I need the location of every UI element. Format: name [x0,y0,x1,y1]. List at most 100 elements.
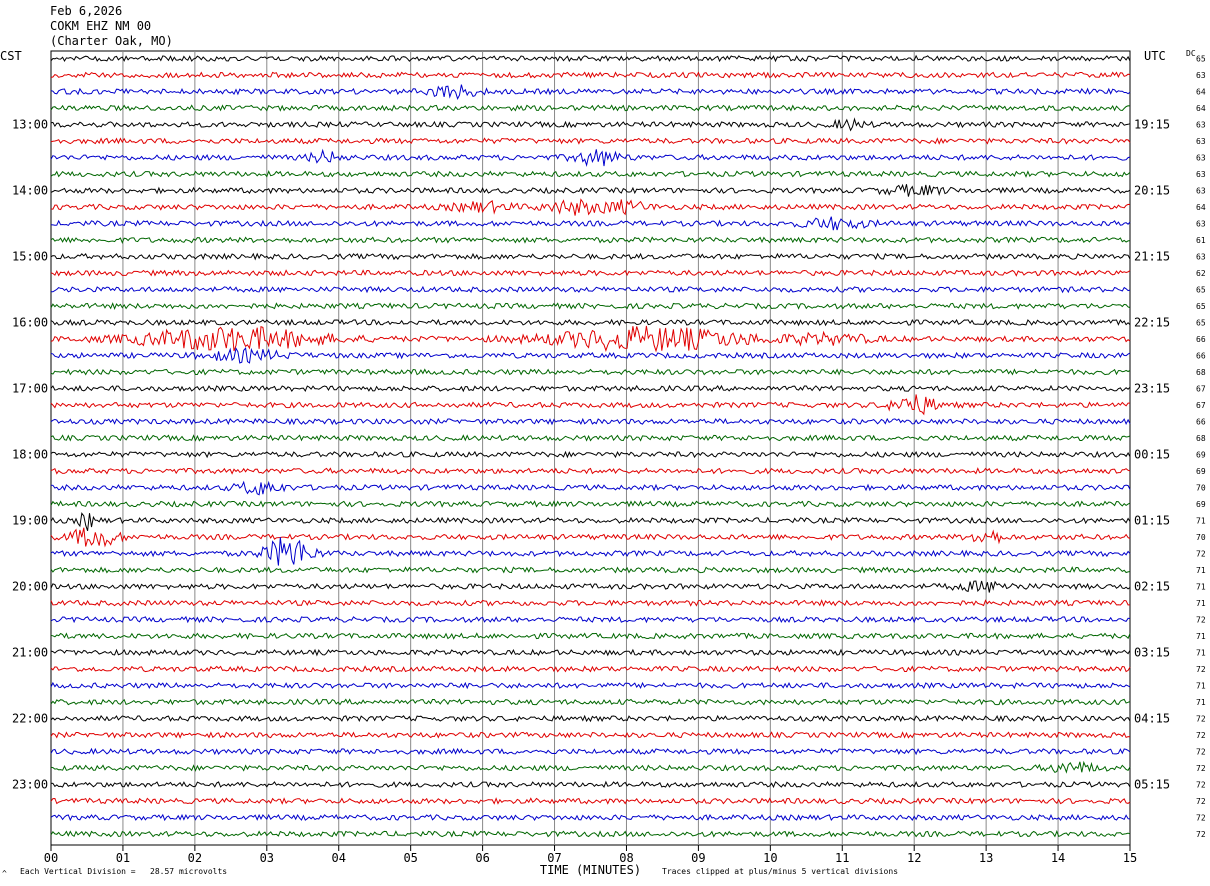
trace-row [50,648,1131,657]
dc-offset-value: 71 [1196,632,1206,641]
right-hour-label: 01:15 [1134,514,1170,528]
dc-offset-value: 72 [1196,616,1206,625]
right-hour-label: 21:15 [1134,250,1170,264]
dc-offset-value: 68 [1196,368,1206,377]
trace-row [50,148,1131,167]
trace-row [50,325,1131,353]
dc-offset-value: 63 [1196,170,1206,179]
left-hour-label: 14:00 [12,184,48,198]
dc-offset-value: 69 [1196,500,1206,509]
x-tick-label: 05 [403,851,417,865]
dc-offset-value: 66 [1196,352,1206,361]
dc-offset-value: 61 [1196,236,1206,245]
trace-row [50,434,1131,442]
dc-offset-value: 68 [1196,434,1206,443]
dc-offset-value: 65 [1196,55,1206,64]
dc-offset-value: 64 [1196,104,1206,113]
trace-row [50,170,1131,178]
right-hour-label: 03:15 [1134,646,1170,660]
plot-date: Feb 6,2026 [50,4,123,18]
trace-row [50,566,1131,574]
trace-row [50,71,1131,79]
dc-offset-value: 72 [1196,731,1206,740]
x-axis-label: TIME (MINUTES) [540,863,641,877]
left-hour-label: 22:00 [12,712,48,726]
right-hour-label: 02:15 [1134,580,1170,594]
trace-row [50,302,1131,310]
dc-offset-value: 72 [1196,748,1206,757]
dc-offset-value: 69 [1196,451,1206,460]
x-tick-label: 04 [332,851,346,865]
dc-offset-value: 66 [1196,418,1206,427]
dc-offset-value: 62 [1196,269,1206,278]
plot-frame [50,50,1131,846]
dc-offset-value: 70 [1196,533,1206,542]
station-code: COKM EHZ NM 00 [50,19,152,33]
dc-offset-value: 72 [1196,764,1206,773]
left-hour-label: 17:00 [12,382,48,396]
x-tick-label: 08 [619,851,633,865]
trace-row [50,467,1131,475]
trace-row [50,698,1131,706]
trace-row [50,599,1131,607]
trace-row [50,318,1131,327]
x-tick-label: 02 [188,851,202,865]
trace-row [50,269,1131,277]
dc-offset-value: 72 [1196,550,1206,559]
trace-row [50,252,1131,261]
trace-row [50,615,1131,624]
trace-row [50,117,1131,132]
dc-offset-value: 64 [1196,203,1206,212]
dc-offset-header: DC [1186,49,1196,58]
x-tick-label: 13 [979,851,993,865]
trace-row [50,417,1131,426]
trace-row [50,104,1131,112]
left-hour-label: 20:00 [12,580,48,594]
station-location: (Charter Oak, MO) [50,34,173,48]
right-hour-label: 04:15 [1134,712,1170,726]
x-tick-label: 07 [547,851,561,865]
dc-offset-value: 71 [1196,698,1206,707]
trace-row [50,681,1131,690]
trace-row [50,665,1131,673]
right-hour-label: 23:15 [1134,382,1170,396]
dc-offset-value: 69 [1196,467,1206,476]
trace-row [50,216,1131,231]
dc-offset-value: 67 [1196,401,1206,410]
x-tick-label: 06 [475,851,489,865]
trace-row [50,480,1131,496]
dc-offset-value: 63 [1196,121,1206,130]
left-hour-label: 16:00 [12,316,48,330]
x-tick-label: 11 [835,851,849,865]
dc-offset-value: 65 [1196,302,1206,311]
trace-row [50,632,1131,640]
left-hour-label: 19:00 [12,514,48,528]
dc-offset-value: 71 [1196,517,1206,526]
dc-offset-value: 72 [1196,797,1206,806]
dc-offset-value: 71 [1196,583,1206,592]
x-tick-label: 09 [691,851,705,865]
trace-row [50,450,1131,459]
trace-row [50,537,1131,566]
trace-row [50,183,1131,197]
right-hour-label: 22:15 [1134,316,1170,330]
dc-offset-value: 63 [1196,154,1206,163]
dc-offset-value: 63 [1196,71,1206,80]
dc-offset-value: 63 [1196,220,1206,229]
trace-row [50,394,1130,416]
x-tick-label: 00 [44,851,58,865]
left-hour-label: 21:00 [12,646,48,660]
dc-offset-value: 64 [1196,88,1206,97]
trace-row [50,714,1131,723]
trace-row [50,500,1131,508]
x-tick-label: 12 [907,851,921,865]
dc-offset-value: 72 [1196,830,1206,839]
dc-offset-value: 70 [1196,484,1206,493]
dc-offset-value: 65 [1196,319,1206,328]
trace-row [50,760,1131,774]
corner-mark: ^ [2,869,7,878]
trace-row [50,797,1131,805]
trace-row [50,368,1131,376]
dc-offset-value: 63 [1196,187,1206,196]
